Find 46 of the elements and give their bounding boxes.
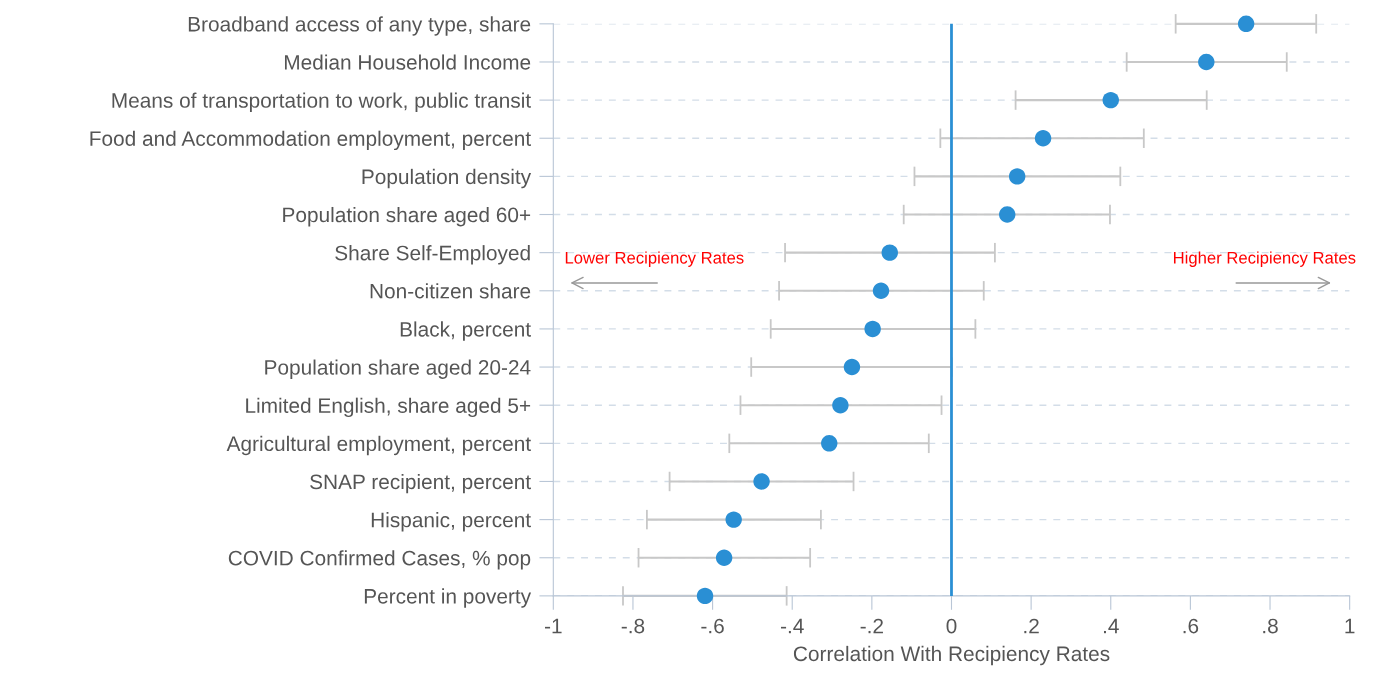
x-axis-title: Correlation With Recipiency Rates — [793, 645, 1110, 666]
x-tick-label: -.6 — [701, 618, 724, 634]
y-tick-label: Population density — [362, 168, 532, 189]
y-tick-label: Means of transportation to work, public transit — [112, 92, 531, 112]
point — [872, 282, 890, 299]
x-tick-label: 1 — [1345, 618, 1355, 634]
y-tick-label: Food and Accommodation employment, percent — [90, 130, 531, 151]
y-tick-label: Black, percent — [400, 321, 531, 341]
y-tick-label: Non-citizen share — [370, 283, 531, 299]
point — [821, 435, 838, 452]
y-tick-label: Hispanic, percent — [371, 512, 531, 532]
annotation: Lower Recipiency Rates — [565, 251, 744, 267]
point — [725, 511, 742, 528]
point — [999, 206, 1016, 223]
x-tick-label: .2 — [1024, 618, 1039, 634]
x-tick-label: -.8 — [621, 618, 645, 634]
y-tick-label: Population share aged 20-24 — [265, 359, 531, 379]
annotation: Higher Recipiency Rates — [1173, 251, 1356, 267]
point — [753, 473, 770, 490]
x-tick-label: -.4 — [780, 618, 804, 634]
point — [1008, 168, 1026, 185]
x-tick-label: 0 — [946, 618, 957, 634]
y-tick-label: Percent in poverty — [364, 588, 532, 608]
point — [1034, 130, 1052, 147]
x-tick-label: -1 — [544, 618, 562, 634]
y-tick-label: Limited English, share aged 5+ — [246, 397, 531, 418]
y-tick-label: Agricultural employment, percent — [226, 435, 531, 456]
y-tick-label: Broadband access of any type, share — [188, 16, 531, 36]
point — [832, 396, 849, 414]
point — [864, 320, 881, 338]
point — [696, 587, 714, 605]
point — [843, 358, 861, 376]
point — [1237, 15, 1255, 33]
y-tick-label: SNAP recipient, percent — [310, 473, 531, 494]
y-tick-label: COVID Confirmed Cases, % pop — [228, 550, 531, 570]
point — [1102, 91, 1119, 109]
x-tick-label: .6 — [1183, 618, 1199, 634]
x-tick-label: -.2 — [860, 618, 883, 634]
x-tick-label: .4 — [1103, 618, 1119, 634]
y-tick-label: Median Household Income — [284, 54, 531, 70]
point — [881, 244, 898, 261]
point — [715, 549, 733, 566]
x-tick-label: .8 — [1263, 618, 1278, 634]
y-tick-label: Share Self-Employed — [335, 245, 530, 265]
point — [1198, 53, 1215, 71]
y-tick-label: Population share aged 60+ — [283, 206, 531, 227]
